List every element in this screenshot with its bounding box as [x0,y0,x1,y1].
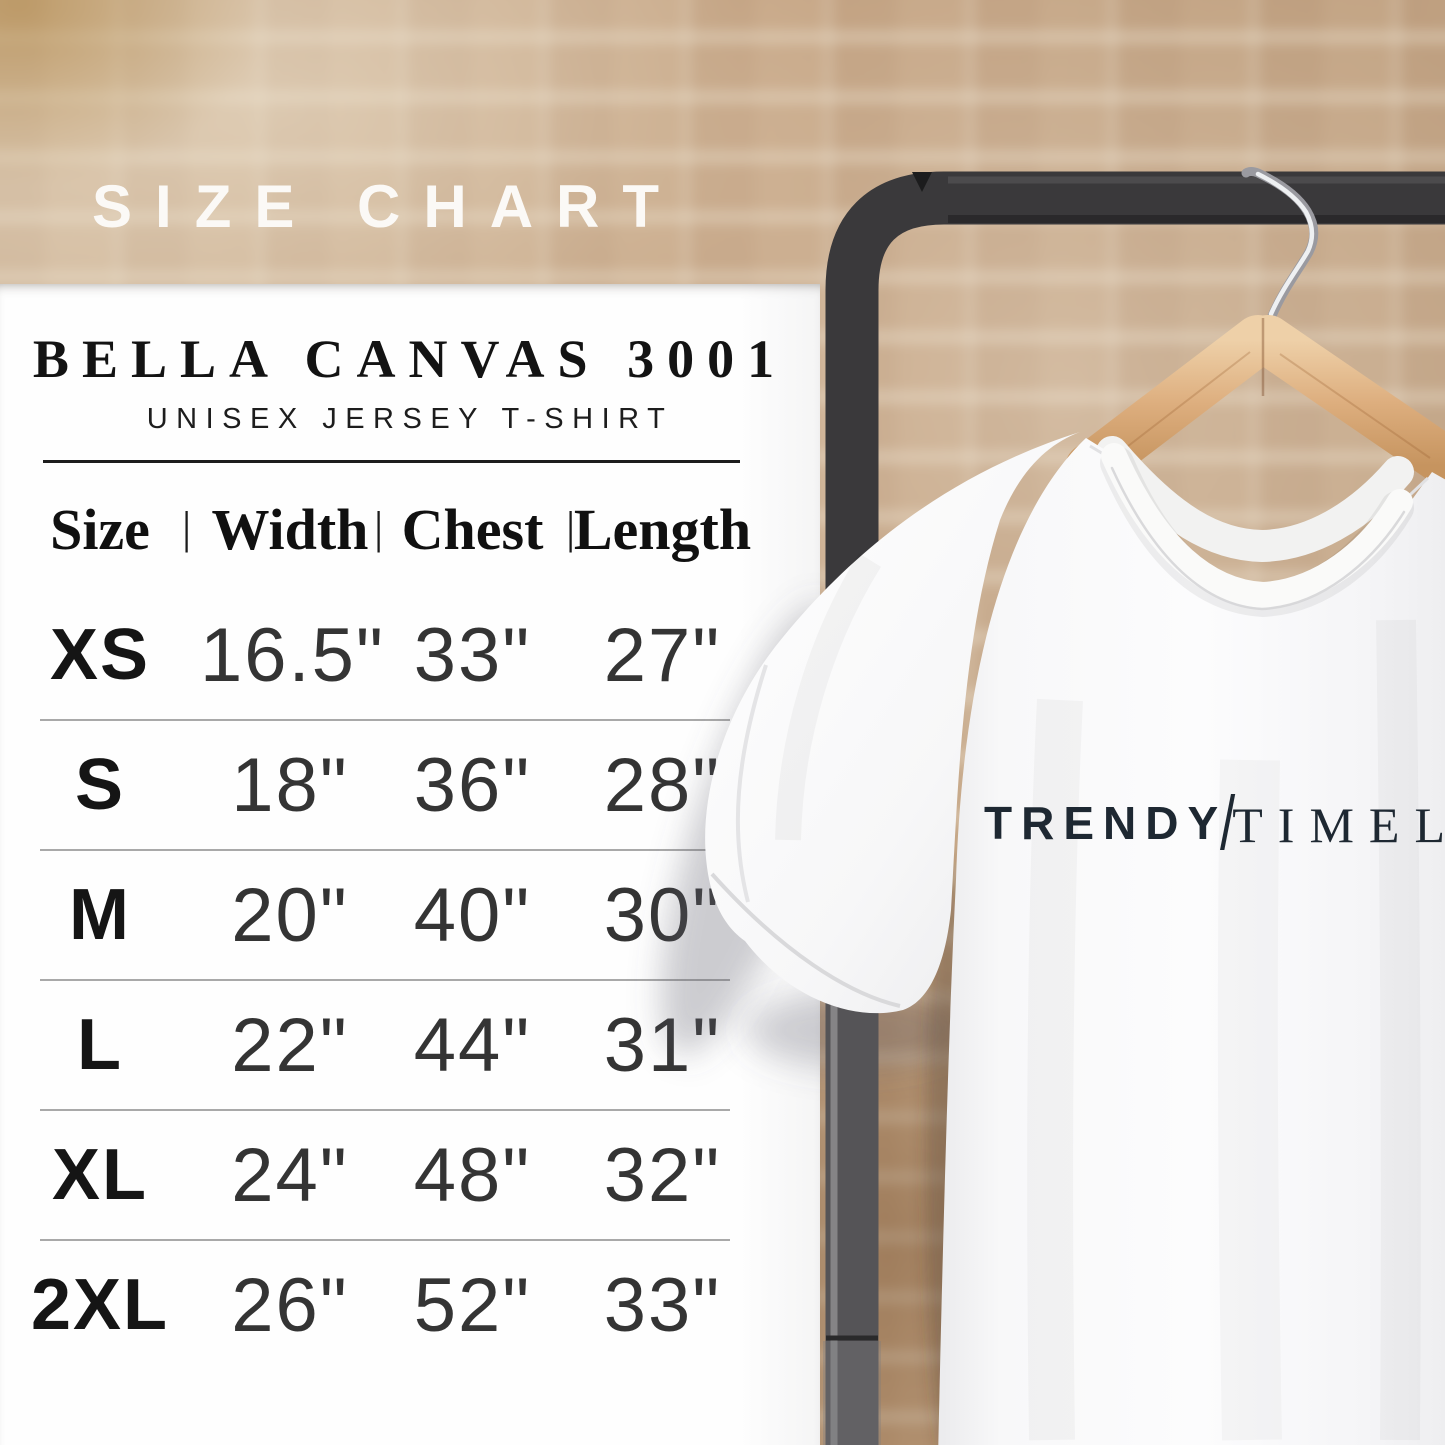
size-label: XL [51,1135,148,1215]
column-header-size: Size [50,496,150,562]
table-row: XS 16.5" 33" 27" [0,590,760,720]
width-value: 24" [231,1132,349,1218]
length-value: 27" [603,612,722,698]
logo-slash: / [1220,781,1236,866]
size-label: 2XL [30,1265,170,1345]
width-value: 18" [231,742,349,828]
chest-value: 36" [413,742,532,828]
column-header-chest: Chest [401,496,544,562]
table-header: Size Width Chest Length | | | [0,489,760,569]
size-label: M [69,875,131,955]
width-value: 16.5" [200,612,385,698]
chest-value: 33" [413,612,532,698]
logo-text-trendy: TRENDY [984,797,1228,849]
header-separator: | [374,502,384,553]
chest-value: 52" [413,1262,532,1348]
width-value: 26" [231,1262,349,1348]
product-name: BELLA CANVAS 3001 [32,329,788,389]
shirt-logo: TRENDY / TIMELE [984,770,1445,866]
header-separator: | [566,502,576,553]
header-divider [43,460,740,463]
table-row: S 18" 36" 28" [0,719,760,850]
table-row: XL 24" 48" 32" [0,1109,760,1240]
chest-value: 44" [413,1002,532,1088]
size-label: S [74,745,126,825]
table-row: 2XL 26" 52" 33" [0,1239,760,1370]
size-chart-card: BELLA CANVAS 3001 UNISEX JERSEY T-SHIRT … [0,284,820,1445]
size-label: XS [49,615,151,695]
length-value: 30" [603,872,722,958]
size-label: L [77,1005,123,1085]
width-value: 20" [231,872,349,958]
column-header-length: Length [573,496,752,562]
size-table-body: XS 16.5" 33" 27" S 18" 36" 28" M 20" 40"… [0,590,760,1370]
chest-value: 48" [413,1132,532,1218]
column-header-width: Width [211,496,369,562]
header-separator: | [182,502,192,553]
logo-text-timeless: TIMELE [1232,797,1445,853]
chest-value: 40" [413,872,532,958]
length-value: 33" [603,1262,722,1348]
length-value: 31" [603,1002,722,1088]
product-subtitle: UNISEX JERSEY T-SHIRT [146,403,674,435]
table-row: M 20" 40" 30" [0,849,760,980]
width-value: 22" [231,1002,349,1088]
length-value: 32" [603,1132,722,1218]
table-row: L 22" 44" 31" [0,979,760,1110]
length-value: 28" [603,742,722,828]
page-title: SIZE CHART [92,173,682,240]
